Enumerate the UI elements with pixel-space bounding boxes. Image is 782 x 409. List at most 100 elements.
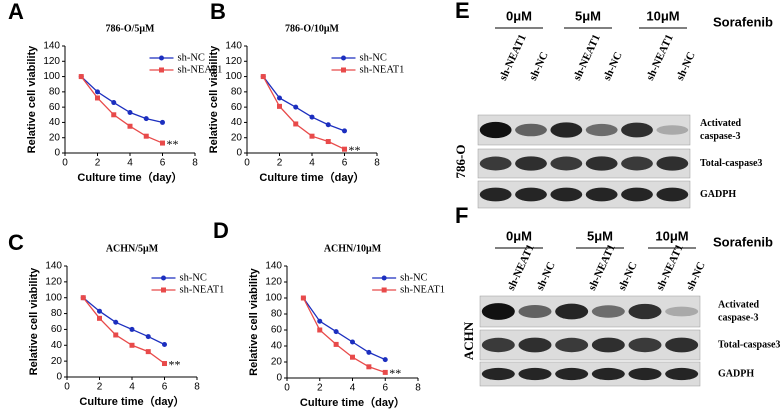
y-tick-label: 20	[51, 356, 63, 367]
x-tick-label: 4	[129, 382, 135, 393]
x-axis-label: Culture time（day）	[79, 395, 184, 408]
x-tick-label: 4	[309, 158, 315, 169]
legend-label: sh-NC	[400, 272, 427, 283]
marker	[162, 361, 167, 367]
marker	[113, 332, 119, 338]
panel-label: D	[213, 218, 229, 243]
y-tick-label: 40	[49, 117, 61, 128]
y-tick-label: 100	[225, 71, 242, 82]
marker	[325, 122, 331, 128]
blot-band	[628, 337, 662, 353]
panel-label: B	[210, 0, 226, 24]
series-line	[302, 297, 386, 361]
marker	[111, 112, 117, 118]
chart-title: ACHN/10μM	[324, 243, 382, 254]
lane-label: sh-NC	[684, 260, 708, 292]
legend-marker	[161, 287, 166, 293]
marker	[366, 364, 372, 370]
blot-band	[585, 187, 618, 202]
x-axis-label: Culture time（day）	[259, 171, 364, 184]
y-tick-label: 100	[265, 293, 282, 304]
lane-label: sh-NEAT1	[644, 33, 676, 83]
row-label: Activated	[718, 299, 760, 310]
blot-strip	[477, 148, 691, 179]
blot-band	[515, 187, 547, 202]
x-tick-label: 4	[350, 383, 356, 394]
legend-label: sh-NEAT1	[360, 64, 405, 75]
marker	[342, 128, 347, 134]
cell-line-label: ACHN	[461, 321, 476, 360]
x-tick-label: 6	[160, 158, 166, 169]
x-tick-label: 2	[317, 383, 323, 394]
marker	[277, 103, 282, 109]
blot-band	[665, 306, 699, 317]
marker	[382, 357, 388, 363]
series-line	[80, 76, 163, 124]
legend-marker	[159, 67, 164, 73]
row-label: caspase-3	[718, 312, 759, 323]
marker	[350, 354, 355, 360]
marker	[325, 139, 331, 145]
y-tick-label: 0	[236, 148, 242, 159]
lane-label: sh-NC	[527, 50, 551, 82]
marker	[127, 123, 133, 129]
legend-label: sh-NEAT1	[400, 284, 445, 295]
blot-band	[481, 367, 515, 381]
series-line	[262, 76, 345, 150]
marker	[127, 109, 133, 115]
legend-marker	[341, 67, 346, 73]
blot-band	[555, 303, 589, 320]
blot-band	[665, 337, 699, 353]
marker	[342, 146, 347, 152]
row-label: GADPH	[700, 189, 736, 200]
dose-label: 10μM	[655, 228, 688, 243]
panel-label: E	[455, 0, 470, 23]
chart-title: ACHN/5μM	[106, 243, 159, 254]
lane-label: sh-NEAT1	[586, 243, 618, 293]
marker	[382, 369, 388, 375]
y-tick-label: 100	[45, 292, 62, 303]
lane-label: sh-NEAT1	[497, 33, 529, 83]
lane-label: sh-NC	[674, 50, 698, 82]
dose-label: 5μM	[587, 228, 613, 243]
y-tick-label: 40	[51, 340, 63, 351]
y-tick-label: 60	[271, 325, 283, 336]
legend-marker	[381, 287, 387, 293]
x-tick-label: 6	[342, 158, 348, 169]
legend-label: sh-NC	[180, 272, 207, 283]
blot-band	[628, 303, 662, 320]
blot-band	[665, 367, 699, 381]
y-tick-label: 120	[43, 56, 60, 67]
blot-band	[585, 123, 618, 137]
x-tick-label: 8	[192, 158, 198, 169]
series-line	[80, 76, 163, 144]
marker	[160, 119, 165, 125]
marker	[143, 116, 149, 122]
blot-band	[550, 187, 583, 202]
marker	[160, 140, 165, 146]
y-tick-label: 60	[231, 102, 243, 113]
x-tick-label: 0	[62, 158, 68, 169]
treatment-label: Sorafenib	[713, 234, 773, 249]
x-tick-label: 8	[194, 382, 200, 393]
annotation: **	[389, 366, 401, 380]
blot-band	[518, 367, 552, 381]
legend-label: sh-NC	[360, 52, 387, 63]
x-tick-label: 8	[374, 158, 380, 169]
marker	[300, 295, 306, 301]
blot-band	[518, 337, 552, 353]
marker	[317, 318, 323, 324]
dose-label: 0μM	[506, 228, 532, 243]
annotation: **	[167, 137, 179, 151]
y-tick-label: 0	[56, 372, 62, 383]
y-tick-label: 80	[51, 308, 63, 319]
dose-label: 0μM	[506, 8, 532, 23]
y-tick-label: 120	[225, 56, 242, 67]
marker	[333, 341, 339, 347]
blot-band	[550, 122, 583, 138]
y-tick-label: 60	[51, 324, 63, 335]
blot-band	[621, 122, 653, 138]
row-label: GADPH	[718, 368, 754, 379]
blot-band	[479, 121, 512, 139]
lane-label: sh-NEAT1	[571, 33, 603, 83]
